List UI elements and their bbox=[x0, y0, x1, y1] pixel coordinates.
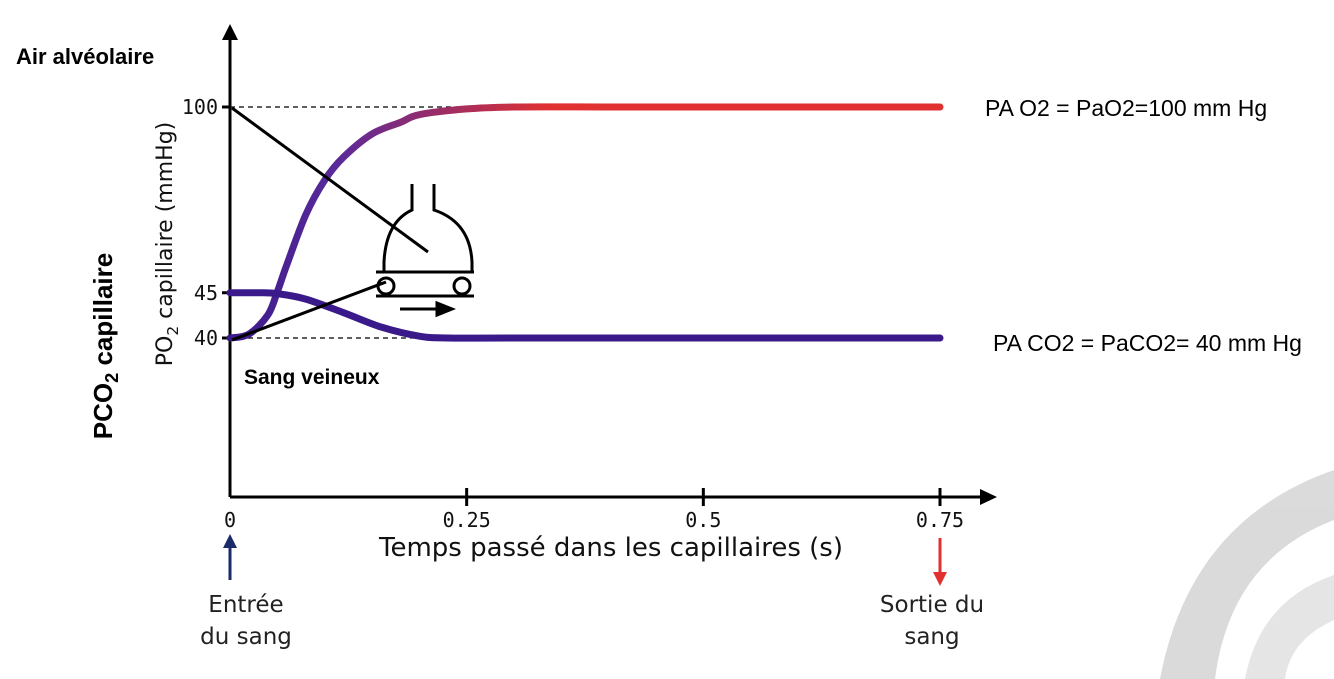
x-axis-title: Temps passé dans les capillaires (s) bbox=[378, 533, 843, 563]
entry-label-line2: du sang bbox=[200, 624, 292, 650]
venous-label: Sang veineux bbox=[244, 366, 380, 389]
x-tick-label: 0.25 bbox=[443, 508, 491, 532]
watermark-logo bbox=[1160, 470, 1334, 679]
pointer-line-o2 bbox=[231, 106, 429, 254]
entry-label-line1: Entrée bbox=[208, 592, 283, 618]
exit-label-line2: sang bbox=[904, 624, 959, 650]
y-axis-title-pco2: PCO2 capillaire bbox=[88, 253, 122, 439]
pco2-curve bbox=[226, 289, 944, 342]
x-axis-arrow-icon bbox=[980, 489, 997, 505]
x-tick-label: 0.5 bbox=[685, 508, 721, 532]
pointer-line-co2 bbox=[231, 280, 387, 342]
y-axis-arrow-icon bbox=[222, 24, 238, 40]
y-tick-label: 45 bbox=[194, 281, 218, 305]
x-tick-label: 0.75 bbox=[916, 508, 964, 532]
annotation-pco2: PA CO2 = PaCO2= 40 mm Hg bbox=[993, 330, 1302, 356]
exit-marker bbox=[933, 538, 947, 586]
down-arrow-icon bbox=[933, 572, 947, 586]
top-label: Air alvéolaire bbox=[16, 44, 154, 69]
annotation-po2: PA O2 = PaO2=100 mm Hg bbox=[985, 95, 1267, 121]
exit-label-line1: Sortie du bbox=[880, 592, 984, 618]
up-arrow-icon bbox=[223, 534, 237, 548]
y-axis-title-po2: PO2 capillaire (mmHg) bbox=[153, 122, 182, 366]
po2-curve bbox=[226, 103, 944, 342]
x-tick-label: 0 bbox=[224, 508, 236, 532]
alveolus-schematic-icon bbox=[376, 184, 474, 318]
entry-marker bbox=[223, 534, 237, 580]
y-tick-label: 40 bbox=[194, 326, 218, 350]
y-tick-label: 100 bbox=[182, 95, 218, 119]
